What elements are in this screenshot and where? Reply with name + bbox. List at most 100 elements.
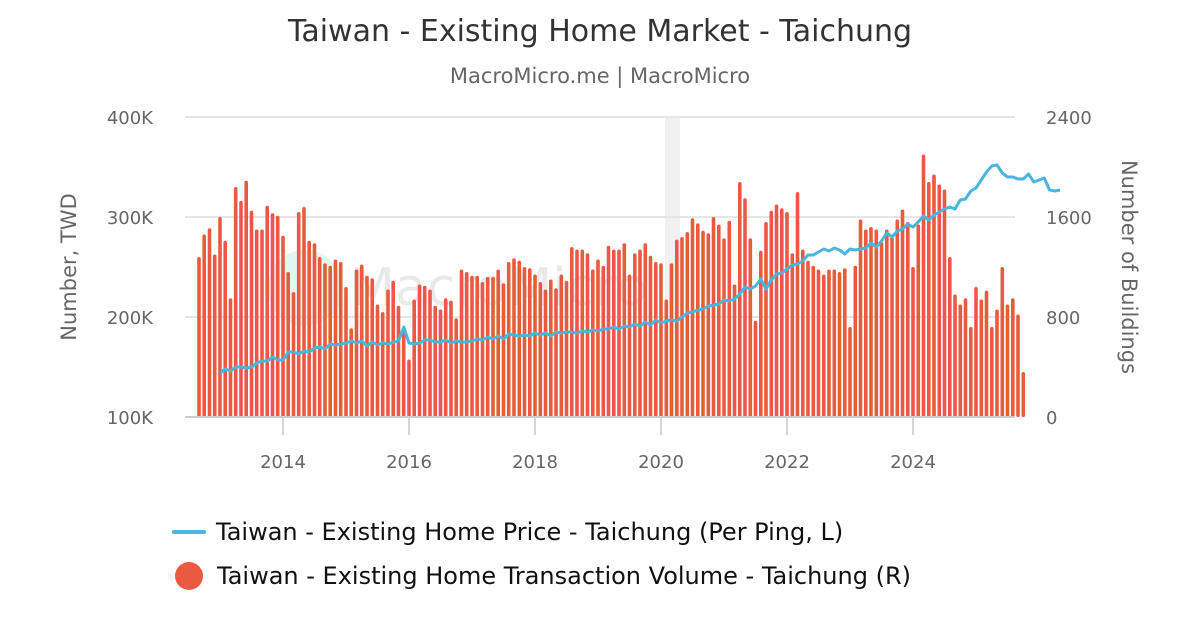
volume-bar [911, 267, 915, 417]
volume-bar [380, 312, 385, 417]
volume-bar [396, 305, 401, 418]
volume-bar [228, 298, 233, 418]
volume-bar [627, 274, 632, 417]
volume-bar [806, 260, 810, 418]
legend-item-volume[interactable]: Taiwan - Existing Home Transaction Volum… [172, 554, 911, 598]
volume-bar [428, 289, 432, 417]
volume-bar [638, 249, 642, 417]
volume-bar [254, 229, 259, 417]
volume-bars [197, 154, 1026, 418]
volume-bar [307, 240, 311, 418]
volume-bar [591, 269, 595, 417]
volume-bar [1011, 298, 1015, 418]
volume-bar [685, 232, 690, 417]
volume-bar [701, 230, 705, 418]
volume-bar [1000, 267, 1005, 417]
volume-bar [596, 259, 600, 417]
volume-bar [244, 180, 248, 418]
volume-bar [601, 265, 606, 418]
volume-bar [506, 262, 511, 417]
volume-bar [470, 275, 474, 418]
volume-bar [496, 269, 500, 417]
volume-bar [281, 235, 285, 418]
volume-bar [370, 278, 374, 418]
legend-label-price: Taiwan - Existing Home Price - Taichung … [216, 518, 844, 546]
volume-bar [422, 285, 427, 418]
x-tick-label: 2022 [764, 452, 810, 473]
volume-bar [564, 280, 569, 418]
x-tick-label: 2014 [260, 452, 306, 473]
volume-bar [664, 299, 669, 417]
volume-bar [995, 309, 999, 417]
volume-bar [885, 229, 889, 417]
volume-bar [480, 282, 485, 417]
volume-bar [979, 299, 984, 417]
circle-marker-icon [175, 562, 203, 590]
right-tick-label: 1600 [1046, 208, 1092, 229]
volume-bar [554, 288, 558, 418]
volume-bar [197, 257, 201, 417]
legend: Taiwan - Existing Home Price - Taichung … [172, 510, 911, 598]
left-tick-label: 300K [107, 208, 154, 229]
x-tick-label: 2024 [890, 452, 936, 473]
volume-bar [764, 222, 768, 417]
volume-bar [233, 187, 238, 417]
volume-bar [617, 249, 621, 417]
volume-bar [932, 174, 936, 417]
volume-bar [832, 269, 837, 417]
volume-bar [275, 215, 280, 417]
volume-bar [580, 249, 585, 417]
volume-bar [722, 238, 726, 418]
price-polyline [219, 163, 1061, 375]
volume-bar [286, 272, 290, 417]
volume-bar [706, 233, 711, 418]
volume-bar [717, 224, 721, 417]
volume-bar [853, 265, 858, 418]
volume-bar [811, 265, 816, 418]
chart-subtitle: MacroMicro.me | MacroMicro [449, 64, 751, 88]
volume-bar [974, 287, 978, 417]
volume-bar [937, 184, 942, 417]
left-tick-label: 100K [107, 408, 154, 429]
volume-bar [916, 224, 921, 417]
price-line [219, 163, 1061, 375]
volume-bar [675, 239, 679, 417]
x-tick-label: 2016 [386, 452, 432, 473]
volume-bar [401, 328, 406, 418]
volume-bar [543, 289, 548, 417]
volume-bar [879, 242, 884, 417]
volume-bar [412, 299, 416, 417]
volume-bar [202, 234, 206, 417]
left-tick-label: 400K [107, 108, 154, 129]
volume-bar [375, 304, 380, 417]
x-tick-label: 2020 [638, 452, 684, 473]
volume-bar [906, 222, 910, 417]
volume-bar [491, 277, 495, 417]
volume-bar [328, 265, 332, 418]
volume-bar [218, 217, 222, 417]
volume-bar [780, 208, 784, 418]
volume-bar [464, 272, 469, 417]
volume-bar [743, 198, 747, 418]
volume-bar [953, 294, 957, 417]
volume-bar [249, 210, 254, 418]
volume-bar [942, 189, 947, 417]
volume-bar [837, 272, 842, 417]
x-tick-label: 2018 [512, 452, 558, 473]
volume-bar [1021, 372, 1026, 417]
volume-bar [795, 192, 800, 417]
volume-bar [559, 274, 564, 417]
volume-bar [454, 318, 458, 418]
legend-item-price[interactable]: Taiwan - Existing Home Price - Taichung … [172, 510, 911, 554]
right-tick-label: 800 [1046, 308, 1080, 329]
volume-bar [549, 279, 553, 417]
volume-bar [848, 327, 852, 417]
volume-bar [296, 212, 301, 417]
volume-bar [207, 228, 212, 418]
volume-bar [927, 182, 931, 417]
legend-label-volume: Taiwan - Existing Home Transaction Volum… [217, 562, 911, 590]
volume-bar [517, 260, 522, 418]
volume-bar [449, 300, 453, 418]
left-tick-label: 200K [107, 308, 154, 329]
